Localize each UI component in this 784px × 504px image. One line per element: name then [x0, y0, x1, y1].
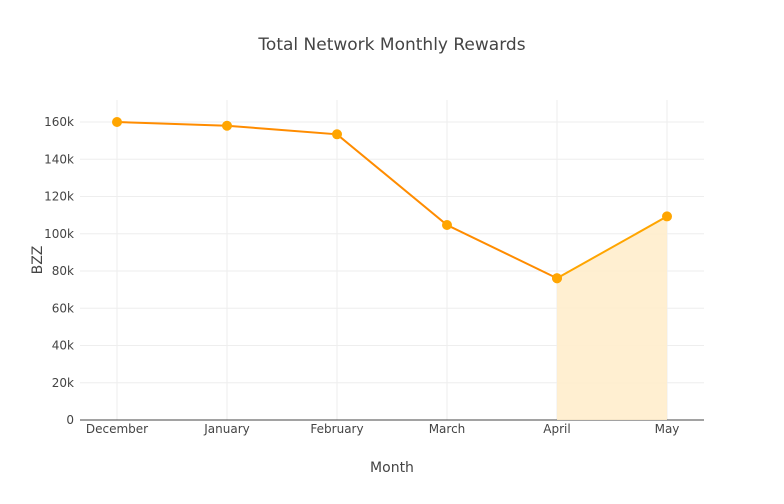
chart-title: Total Network Monthly Rewards	[257, 35, 525, 55]
y-tick-label: 100k	[44, 227, 74, 241]
y-tick-label: 80k	[52, 264, 74, 278]
y-axis-label: BZZ	[30, 246, 46, 275]
data-point	[222, 120, 232, 131]
data-point	[332, 129, 342, 140]
x-tick-label: February	[310, 422, 363, 436]
data-point	[662, 211, 672, 222]
x-axis-label: Month	[370, 460, 414, 476]
x-tick-label: January	[203, 422, 250, 436]
data-point	[112, 117, 122, 127]
series-line	[556, 215, 668, 280]
y-tick-label: 120k	[44, 190, 74, 204]
x-tick-label: May	[655, 422, 680, 436]
area-fill	[557, 216, 667, 420]
data-point	[552, 273, 562, 284]
x-tick-label: March	[429, 422, 466, 436]
y-tick-label: 0	[66, 413, 74, 427]
data-point	[442, 219, 452, 230]
y-tick-label: 160k	[44, 115, 74, 129]
y-tick-label: 140k	[44, 152, 74, 166]
y-tick-label: 20k	[52, 376, 74, 390]
y-tick-label: 60k	[52, 301, 74, 315]
y-tick-label: 40k	[52, 339, 74, 353]
x-tick-label: April	[543, 422, 570, 436]
x-tick-label: December	[86, 422, 148, 436]
